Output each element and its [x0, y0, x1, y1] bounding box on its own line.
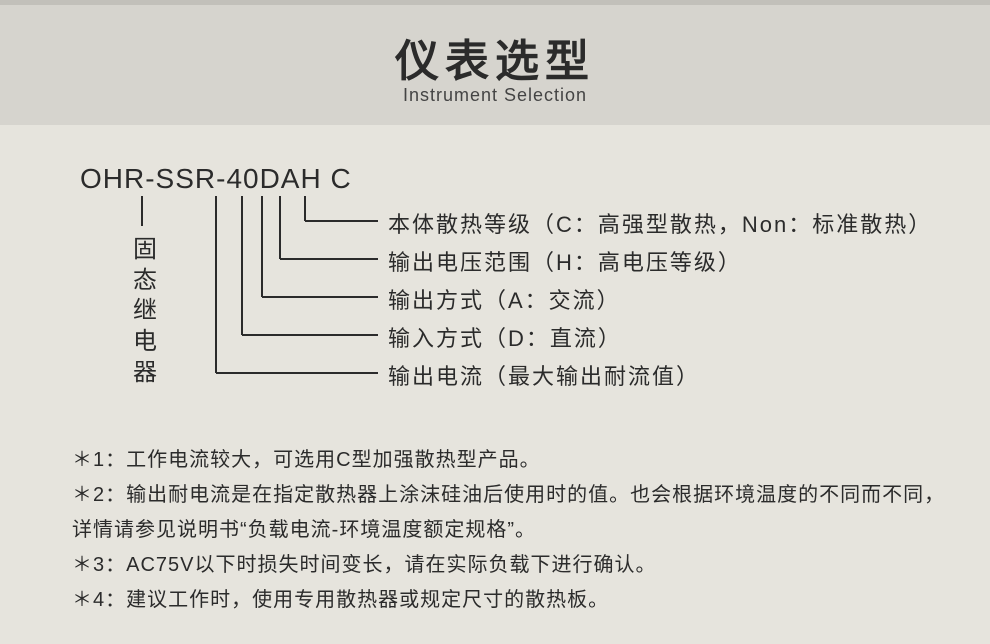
notes-block: ＊1：工作电流较大，可选用C型加强散热型产品。＊2：输出耐电流是在指定散热器上涂…: [72, 443, 960, 618]
part-code: OHR-SSR-40DAH C: [80, 163, 352, 195]
content-area: OHR-SSR-40DAH C 固 态 继 电 器 本体散热等级（C：高强型散热…: [0, 125, 990, 644]
desc-line-2: 输出方式（A：交流）: [388, 283, 621, 315]
desc-line-4: 输出电流（最大输出耐流值）: [388, 359, 700, 391]
note-4: ＊4：建议工作时，使用专用散热器或规定尺寸的散热板。: [72, 583, 960, 618]
selection-diagram: OHR-SSR-40DAH C 固 态 继 电 器 本体散热等级（C：高强型散热…: [80, 163, 990, 423]
vertical-label: 固 态 继 电 器: [132, 235, 158, 389]
note-3: ＊3：AC75V以下时损失时间变长，请在实际负载下进行确认。: [72, 548, 960, 583]
desc-line-0: 本体散热等级（C：高强型散热，Non：标准散热）: [388, 207, 932, 239]
desc-line-3: 输入方式（D：直流）: [388, 321, 622, 353]
header-band: 仪表选型 Instrument Selection: [0, 0, 990, 125]
title-zh: 仪表选型: [395, 25, 595, 89]
title-en: Instrument Selection: [403, 85, 587, 106]
note-1: ＊1：工作电流较大，可选用C型加强散热型产品。: [72, 443, 960, 478]
note-2: ＊2：输出耐电流是在指定散热器上涂沫硅油后使用时的值。也会根据环境温度的不同而不…: [72, 478, 960, 548]
desc-line-1: 输出电压范围（H：高电压等级）: [388, 245, 742, 277]
